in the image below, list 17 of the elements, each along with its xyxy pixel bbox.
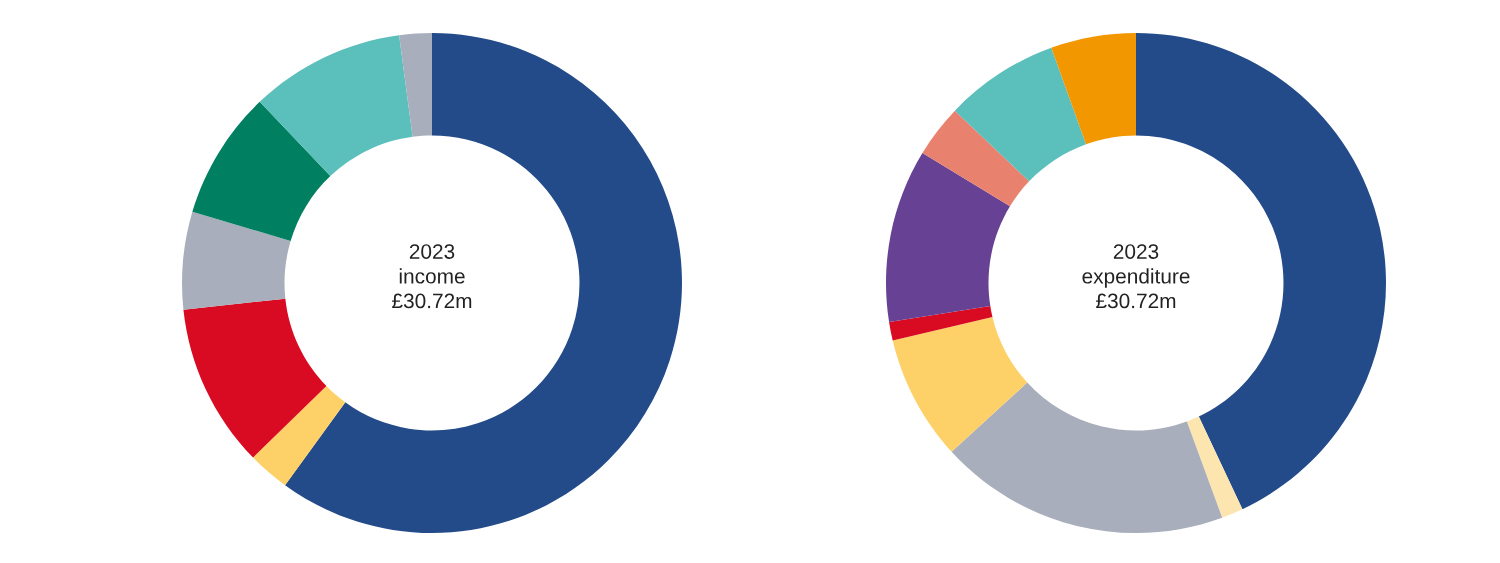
donut-slice xyxy=(1051,33,1136,145)
donut-slice xyxy=(951,382,1223,533)
donut-slice xyxy=(889,306,993,341)
donut-slice xyxy=(192,101,331,241)
text: 2023 income £30.72m xyxy=(392,244,472,309)
donut-slice xyxy=(922,110,1030,207)
donut-slice xyxy=(1186,416,1243,518)
donut-slice xyxy=(892,316,1028,452)
donut-slice xyxy=(182,211,291,310)
donut-slice xyxy=(954,47,1087,182)
text: 2023 expenditure £30.72m xyxy=(1082,244,1190,309)
donut-slice xyxy=(399,33,432,137)
donut-slice xyxy=(253,385,346,486)
donut-slice xyxy=(259,35,413,177)
donut-slice xyxy=(183,298,327,458)
donut-slice xyxy=(886,153,1010,323)
donut-slice xyxy=(285,33,682,533)
